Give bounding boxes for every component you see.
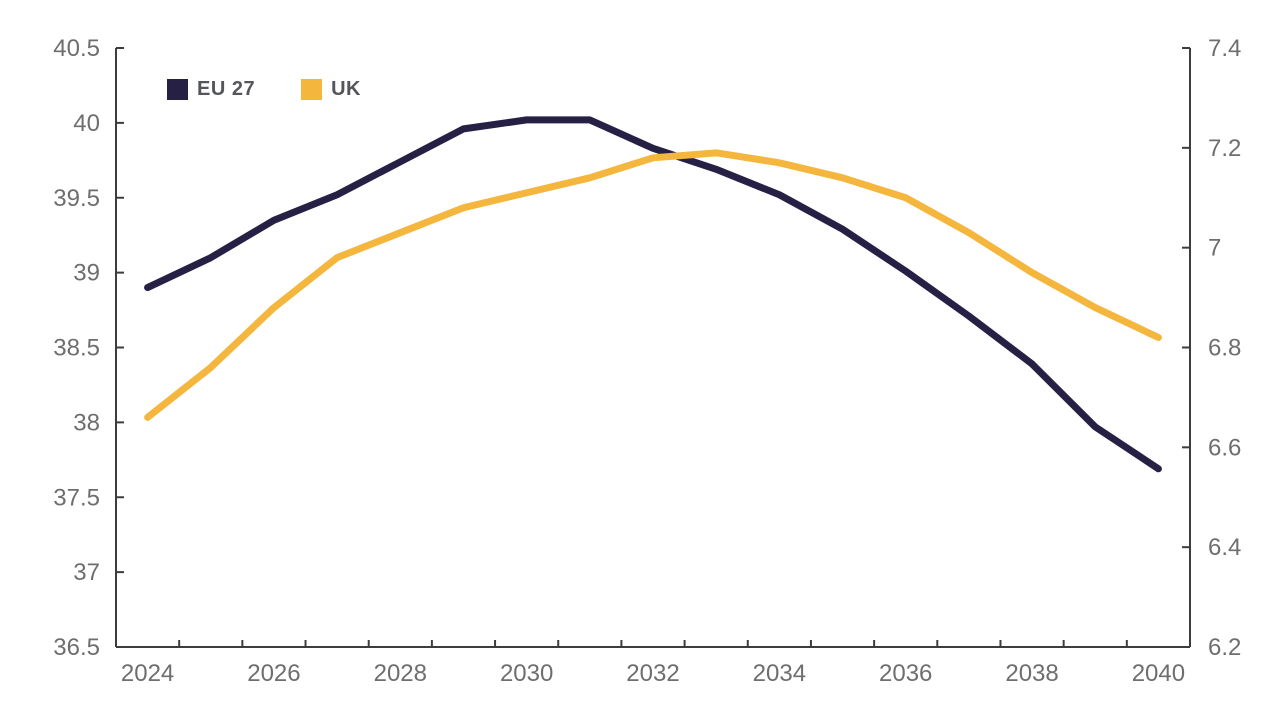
left-axis-tick-label: 38 <box>73 409 100 436</box>
left-axis-tick-label: 40.5 <box>53 35 100 62</box>
eu27-swatch <box>167 79 188 100</box>
x-axis-tick-label: 2024 <box>121 660 174 687</box>
uk-legend-label: UK <box>331 78 361 100</box>
left-axis-tick-label: 39 <box>73 260 100 287</box>
right-axis-tick-label: 6.4 <box>1208 534 1241 561</box>
legend-item-uk: UK <box>301 78 361 101</box>
uk-swatch <box>301 79 323 100</box>
x-axis-tick-label: 2026 <box>247 660 300 687</box>
right-axis-tick-label: 6.8 <box>1208 335 1241 362</box>
left-axis-tick-label: 36.5 <box>53 634 100 661</box>
eu27-legend-label: EU 27 <box>197 78 256 100</box>
x-axis-tick-label: 2038 <box>1005 660 1058 687</box>
right-axis-tick-label: 7.4 <box>1208 35 1241 62</box>
right-axis-tick-label: 6.6 <box>1208 434 1241 461</box>
uk-line <box>144 149 1162 421</box>
right-axis-tick-label: 6.2 <box>1208 634 1241 661</box>
x-axis-tick-label: 2030 <box>500 660 553 687</box>
right-axis-tick-label: 7.2 <box>1208 135 1241 162</box>
left-axis-tick-label: 39.5 <box>53 185 100 212</box>
x-axis-tick-label: 2040 <box>1132 660 1185 687</box>
left-axis-tick-label: 37.5 <box>53 484 100 511</box>
x-axis-tick-label: 2034 <box>753 660 806 687</box>
right-axis-tick-label: 7 <box>1208 235 1221 262</box>
x-axis-tick-label: 2032 <box>626 660 679 687</box>
legend-item-eu27: EU 27 <box>167 78 255 101</box>
x-axis-tick-label: 2036 <box>879 660 932 687</box>
left-axis-tick-label: 38.5 <box>53 335 100 362</box>
left-axis-tick-label: 37 <box>73 559 100 586</box>
legend: EU 27 UK <box>167 78 361 101</box>
x-axis-tick-label: 2028 <box>374 660 427 687</box>
left-axis-tick-label: 40 <box>73 110 100 137</box>
eu27-line <box>144 116 1162 473</box>
